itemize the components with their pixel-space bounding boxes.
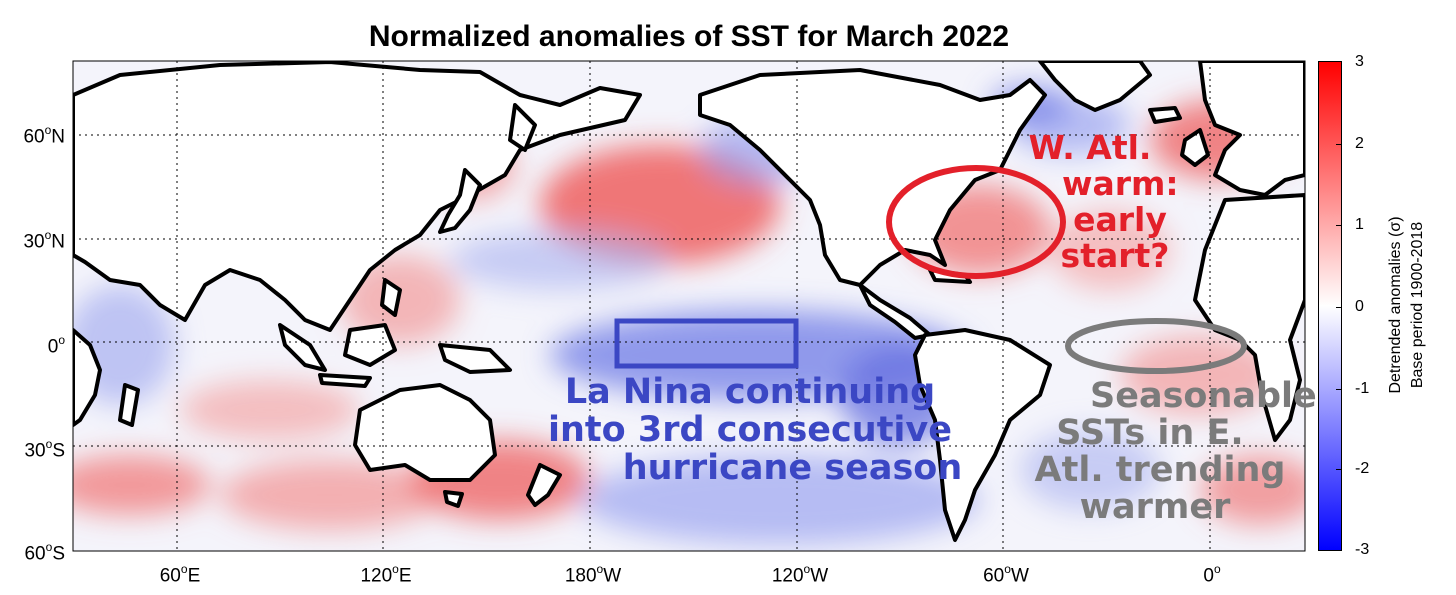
europe: [1198, 61, 1305, 197]
colorbar-tickmark: [1336, 225, 1342, 226]
colorbar-tick: -2: [1355, 460, 1370, 477]
annotation-line: warm:: [1062, 164, 1179, 203]
lat-label-30s: 30oS: [24, 437, 65, 462]
africa-east: [73, 328, 102, 427]
colorbar-tick: 1: [1355, 216, 1364, 233]
annotation-line: into 3rd consecutive: [548, 410, 952, 450]
lon-label-120w: 120oW: [771, 562, 829, 587]
colorbar: [1318, 61, 1342, 551]
lon-label-120e: 120oE: [360, 562, 412, 587]
kamchatka: [508, 103, 537, 152]
north-america: [698, 68, 1047, 287]
colorbar-tick: -3: [1355, 541, 1370, 558]
colorbar-tick: 0: [1355, 298, 1364, 315]
annotation-line: hurricane season: [622, 448, 963, 488]
colorbar-tick: 3: [1355, 53, 1364, 70]
annotation-line: Atl. trending: [1034, 450, 1286, 490]
java: [318, 373, 372, 388]
colorbar-tick: -1: [1355, 380, 1370, 397]
greenland: [1038, 61, 1152, 112]
lon-label-180w: 180oW: [564, 562, 622, 587]
landmasses: [73, 61, 1305, 542]
lon-label-60e: 60oE: [159, 562, 201, 587]
colorbar-tick: 2: [1355, 135, 1364, 152]
annotation-line: La Nina continuing: [564, 372, 936, 412]
new-zealand: [526, 463, 562, 507]
map-frame: [72, 60, 1306, 552]
japan: [438, 168, 482, 234]
lat-label-30n: 30oN: [23, 228, 65, 253]
australia: [353, 383, 497, 482]
south-america: [913, 328, 1052, 542]
colorbar-tickmark: [1336, 469, 1342, 470]
east-atlantic-oval: [1065, 318, 1247, 374]
tasmania: [443, 490, 464, 508]
new-guinea: [438, 343, 512, 374]
africa-west: [1193, 193, 1305, 442]
annotation-west-atlantic-warm: W. Atl. warm: early start?: [1010, 128, 1179, 275]
lat-label-60s: 60oS: [24, 540, 65, 565]
annotation-line: W. Atl.: [1028, 128, 1152, 167]
annotation-line: warmer: [1079, 487, 1231, 527]
colorbar-label: Detrended anomalies (σ) Base period 1900…: [1385, 216, 1429, 393]
lat-label-60n: 60oN: [23, 123, 65, 148]
lon-label-0: 0o: [1203, 562, 1221, 587]
annotation-line: Seasonable: [1090, 376, 1317, 416]
nino34-box: [614, 318, 799, 369]
colorbar-tickmark: [1336, 389, 1342, 390]
annotation-east-atlantic: Seasonable SSTs in E. Atl. trending warm…: [1010, 376, 1317, 527]
annotation-la-nina: La Nina continuing into 3rd consecutive …: [520, 373, 980, 487]
lat-label-0: 0o: [47, 333, 65, 358]
colorbar-tickmark: [1336, 144, 1342, 145]
colorbar-label-line1: Detrended anomalies (σ): [1387, 216, 1404, 394]
british-isles: [1180, 128, 1210, 167]
annotation-line: SSTs in E.: [1056, 413, 1244, 453]
lon-label-60w: 60oW: [983, 562, 1029, 587]
gridlines: [73, 61, 1305, 551]
colorbar-label-line2: Base period 1900-2018: [1409, 221, 1426, 389]
colorbar-tickmark: [1336, 307, 1342, 308]
iceland: [1148, 106, 1182, 124]
madagascar: [118, 383, 140, 427]
eurasia: [73, 61, 642, 332]
annotation-line: early: [1073, 200, 1167, 239]
annotation-line: start?: [1060, 236, 1170, 275]
map-title: Normalized anomalies of SST for March 20…: [368, 20, 1010, 53]
west-atlantic-circle: [886, 165, 1066, 279]
